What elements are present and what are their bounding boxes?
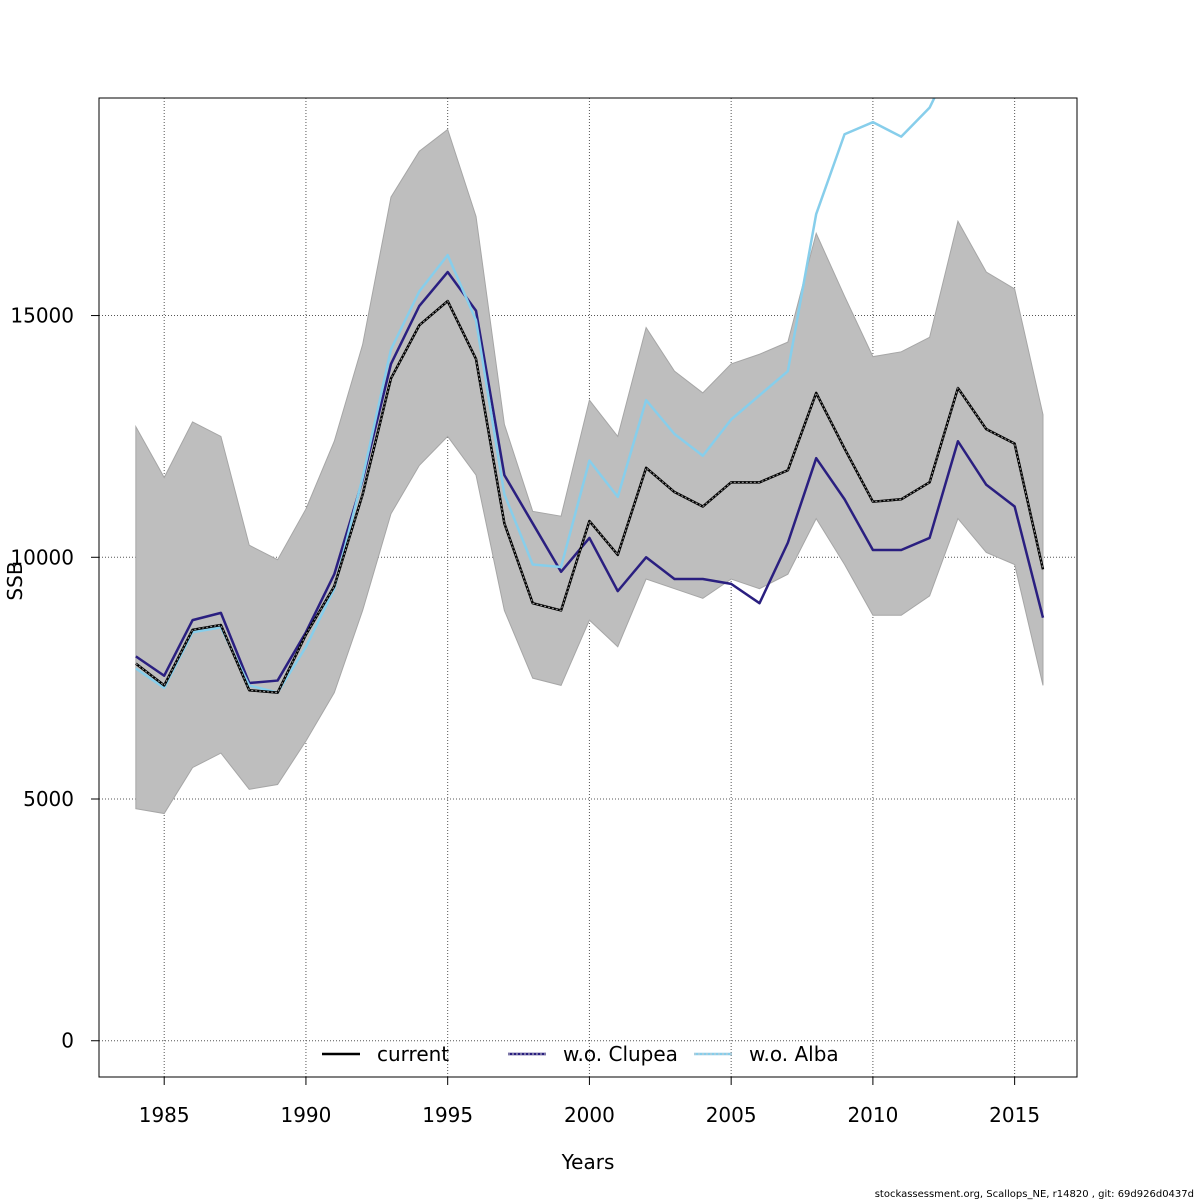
x-tick-label: 1995 — [422, 1103, 473, 1127]
plot-frame — [98, 97, 1078, 1078]
x-tick-label: 2005 — [706, 1103, 757, 1127]
x-tick-label: 2000 — [564, 1103, 615, 1127]
series-line-wo-alba — [135, 98, 936, 694]
y-tick-label: 5000 — [23, 787, 74, 811]
confidence-band-area — [135, 128, 1044, 815]
series-line-wo-clupea — [135, 270, 1045, 685]
y-tick-label: 15000 — [10, 304, 74, 328]
x-tick-label: 2015 — [989, 1103, 1040, 1127]
legend-label: w.o. Clupea — [563, 1042, 678, 1066]
confidence-band — [135, 128, 1044, 815]
x-tick-label: 1990 — [280, 1103, 331, 1127]
x-axis: 1985 1990 1995 2000 2005 2010 2015 — [139, 1077, 1040, 1127]
series-line-current-dots — [135, 300, 1044, 694]
y-tick-label: 0 — [61, 1029, 74, 1053]
series-lines — [135, 98, 1045, 694]
y-axis: 0 5000 10000 15000 — [10, 304, 99, 1053]
legend: current w.o. Clupea w.o. Alba — [322, 1042, 839, 1066]
footer-text: stockassessment.org, Scallops_NE, r14820… — [875, 1189, 1194, 1200]
legend-label: current — [377, 1042, 449, 1066]
x-axis-title: Years — [561, 1150, 615, 1174]
x-tick-label: 2010 — [847, 1103, 898, 1127]
y-tick-label: 10000 — [10, 545, 74, 569]
legend-label: w.o. Alba — [749, 1042, 839, 1066]
x-tick-label: 1985 — [139, 1103, 190, 1127]
y-axis-title: SSB — [3, 561, 27, 600]
